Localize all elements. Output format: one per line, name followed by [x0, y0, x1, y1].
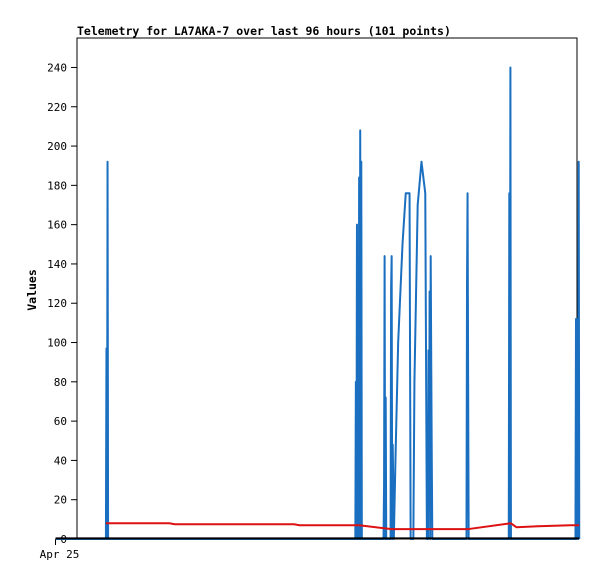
y-axis-label: Values	[25, 269, 39, 311]
y-tick-label: 240	[47, 61, 67, 74]
y-tick-label: 20	[54, 494, 67, 507]
y-tick-label: 40	[54, 454, 67, 467]
y-tick-label: 120	[47, 297, 67, 310]
y-tick-label: 100	[47, 337, 67, 350]
series-layer	[55, 66, 581, 540]
series-line-2	[105, 522, 580, 531]
y-tick-label: 160	[47, 219, 67, 232]
y-tick-label: 140	[47, 258, 67, 271]
series-line-1	[55, 66, 581, 540]
x-tick-label: Apr 25	[40, 548, 80, 561]
plot-frame	[76, 37, 578, 540]
y-tick-label: 60	[54, 415, 67, 428]
chart-title: Telemetry for LA7AKA-7 over last 96 hour…	[77, 24, 451, 38]
y-tick-label: 80	[54, 376, 67, 389]
y-tick-label: 220	[47, 101, 67, 114]
y-tick-label: 200	[47, 140, 67, 153]
y-tick-label: 180	[47, 179, 67, 192]
